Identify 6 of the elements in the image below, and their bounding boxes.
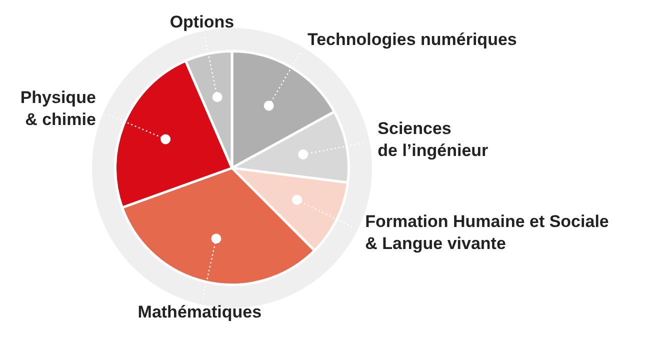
slice-label: Sciences de l’ingénieur bbox=[378, 118, 489, 160]
slice-label: Technologies numériques bbox=[307, 30, 517, 50]
slice-label: Options bbox=[170, 12, 234, 32]
slice-label: Formation Humaine et Sociale & Langue vivante bbox=[365, 212, 609, 253]
slice-label: Physique & chimie bbox=[20, 88, 96, 129]
slice-label: Mathématiques bbox=[138, 302, 262, 322]
